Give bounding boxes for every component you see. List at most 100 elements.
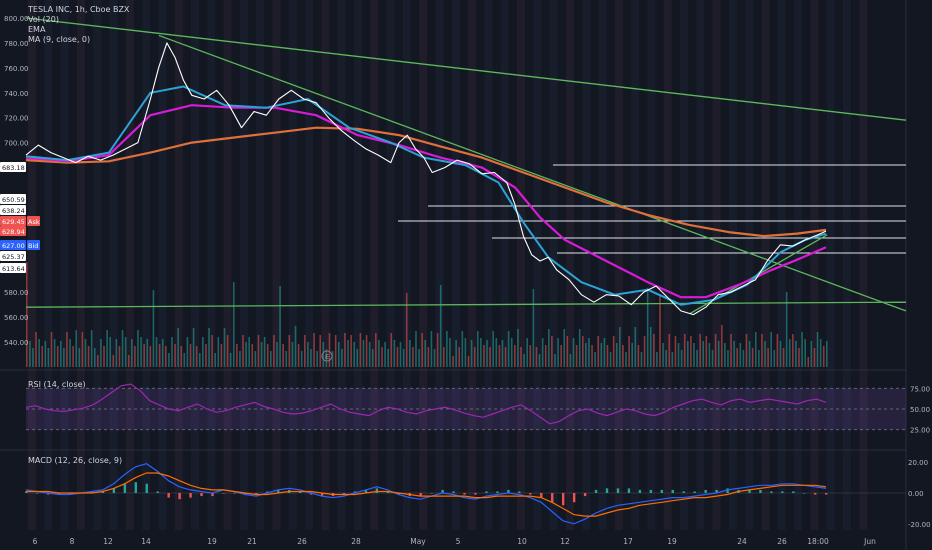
rsi-line bbox=[25, 383, 827, 425]
volume-bar bbox=[643, 336, 646, 367]
volume-bar bbox=[514, 345, 516, 367]
legend-title[interactable]: TESLA INC, 1h, Cboe BZX bbox=[28, 5, 130, 14]
macd-histogram-bar bbox=[397, 493, 401, 495]
macd-histogram-bar bbox=[145, 483, 148, 493]
volume-bar bbox=[254, 351, 257, 367]
macd-histogram-bar bbox=[266, 491, 269, 493]
volume-bar bbox=[127, 355, 130, 367]
volume-bar bbox=[316, 351, 318, 367]
volume-bar bbox=[727, 350, 729, 367]
volume-bar bbox=[328, 333, 331, 367]
volume-bar bbox=[59, 341, 62, 367]
volume-bar bbox=[137, 330, 139, 367]
volume-bar bbox=[158, 344, 161, 367]
volume-bar bbox=[396, 347, 399, 367]
macd-histogram-bar bbox=[781, 491, 784, 493]
volume-bar bbox=[640, 352, 643, 367]
volume-bar bbox=[303, 335, 306, 367]
session-band bbox=[305, 0, 314, 530]
price-label: 627.00 bbox=[2, 242, 25, 250]
macd-histogram-bar bbox=[222, 493, 225, 494]
legend-vol[interactable]: Vol (20) bbox=[28, 15, 59, 24]
volume-bar bbox=[671, 352, 674, 367]
volume-bar bbox=[189, 344, 192, 367]
session-band bbox=[60, 0, 69, 530]
macd-histogram-bar bbox=[540, 493, 543, 498]
volume-bar bbox=[739, 343, 742, 367]
macd-histogram-bar bbox=[507, 489, 510, 493]
volume-bar bbox=[628, 336, 630, 367]
volume-bar bbox=[807, 357, 810, 367]
macd-histogram-bar bbox=[112, 488, 116, 493]
price-label: 638.24 bbox=[2, 207, 25, 215]
price-tick-label: 800.00 bbox=[4, 15, 29, 23]
session-band bbox=[712, 0, 721, 530]
trendline bbox=[25, 17, 907, 121]
volume-bar bbox=[581, 336, 584, 367]
macd-histogram-bar bbox=[452, 491, 455, 493]
macd-histogram-bar bbox=[485, 491, 488, 493]
macd-histogram-bar bbox=[616, 488, 620, 493]
macd-pane bbox=[25, 463, 906, 525]
macd-histogram-bar bbox=[233, 493, 236, 494]
volume-bar bbox=[680, 350, 683, 367]
volume-bar bbox=[112, 355, 115, 367]
volume-bar bbox=[433, 349, 436, 367]
rsi-legend: RSI (14, close) bbox=[28, 380, 86, 390]
time-tick-label: 12 bbox=[560, 537, 570, 546]
volume-bar bbox=[705, 336, 708, 367]
volume-bar bbox=[412, 347, 414, 367]
volume-bar bbox=[816, 332, 819, 367]
volume-bar bbox=[337, 342, 340, 367]
time-tick-label: 12 bbox=[103, 537, 113, 546]
macd-histogram-bar bbox=[638, 489, 642, 493]
volume-bar bbox=[180, 346, 183, 367]
macd-histogram-bar bbox=[178, 493, 181, 500]
session-band bbox=[158, 0, 167, 530]
volume-bar bbox=[510, 338, 513, 367]
legend-macd[interactable]: MACD (12, 26, close, 9) bbox=[28, 456, 123, 465]
time-tick-label: 19 bbox=[207, 537, 217, 546]
price-label-box bbox=[0, 240, 26, 250]
volume-bar bbox=[668, 334, 671, 367]
volume-bar bbox=[690, 336, 692, 367]
volume-bar bbox=[236, 344, 238, 367]
macd-histogram-bar bbox=[551, 493, 554, 503]
volume-bar bbox=[798, 348, 800, 367]
macd-histogram-bar bbox=[156, 491, 159, 493]
session-band bbox=[207, 0, 216, 530]
volume-bar bbox=[656, 352, 658, 367]
volume-bar bbox=[294, 326, 297, 367]
volume-bar bbox=[53, 339, 56, 367]
volume-bar bbox=[297, 344, 300, 367]
session-band bbox=[761, 0, 770, 530]
volume-bar bbox=[248, 337, 250, 367]
session-band bbox=[93, 0, 102, 530]
price-label: 650.59 bbox=[2, 196, 25, 204]
volume-bar bbox=[81, 332, 84, 367]
volume-bar bbox=[724, 343, 726, 367]
volume-bar bbox=[362, 340, 365, 367]
legend-ma[interactable]: MA (9, close, 0) bbox=[28, 35, 91, 44]
price-badge-box bbox=[27, 216, 40, 226]
volume-bar bbox=[717, 341, 720, 367]
price-label: 613.64 bbox=[2, 265, 25, 273]
volume-bar bbox=[659, 296, 661, 367]
volume-bar bbox=[551, 336, 553, 367]
volume-bar bbox=[66, 332, 68, 367]
volume-bar bbox=[44, 341, 47, 367]
session-band bbox=[680, 0, 688, 530]
price-badge: Ask bbox=[28, 218, 40, 226]
volume-bar bbox=[634, 327, 637, 367]
main-legend: TESLA INC, 1h, Cboe BZX Vol (20) EMA MA … bbox=[28, 5, 129, 45]
macd-histogram-bar bbox=[605, 488, 609, 493]
volume-bar bbox=[489, 347, 491, 367]
time-tick-label: 21 bbox=[247, 537, 257, 546]
legend-rsi[interactable]: RSI (14, close) bbox=[28, 380, 86, 389]
volume-bar bbox=[418, 349, 420, 367]
volume-bar bbox=[402, 349, 405, 367]
volume-bar bbox=[548, 329, 550, 367]
macd-histogram-bar bbox=[298, 491, 302, 493]
legend-ema[interactable]: EMA bbox=[28, 25, 46, 34]
session-band bbox=[419, 0, 428, 530]
